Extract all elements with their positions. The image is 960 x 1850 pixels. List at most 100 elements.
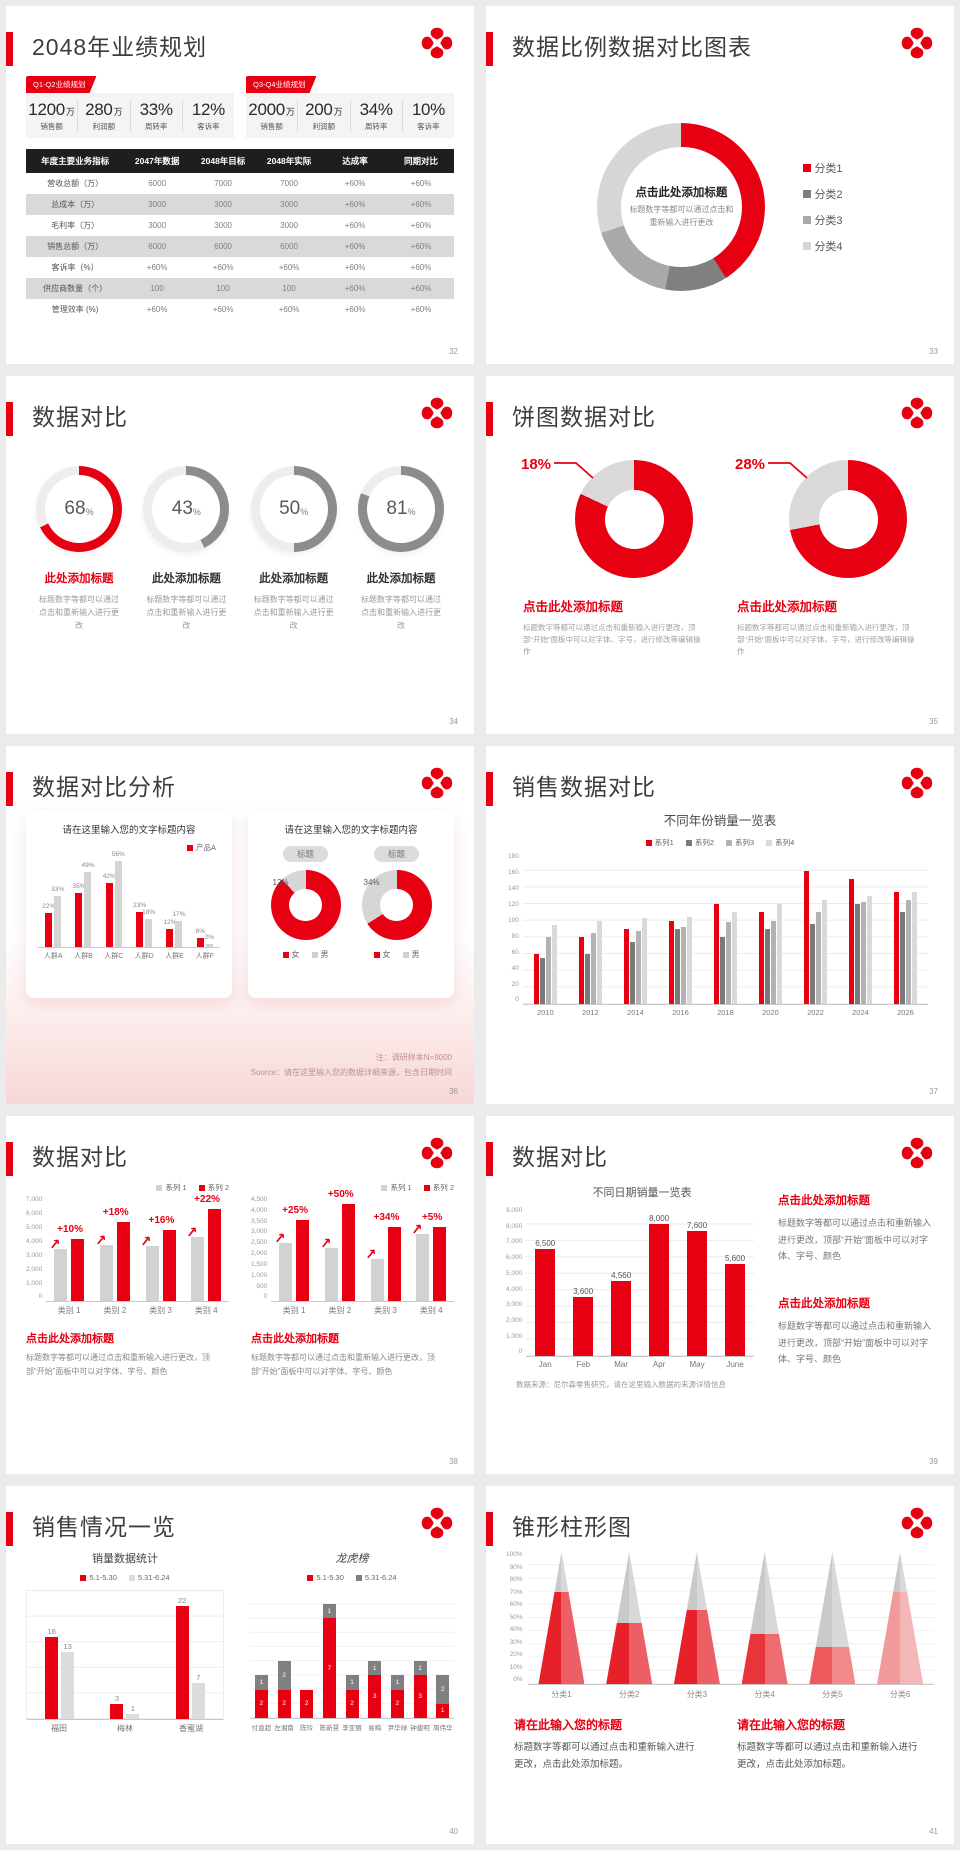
page-number: 32 — [449, 347, 458, 356]
slide-40[interactable]: 销售情况一览 销量数据统计 5.1-5.30 5.31-6.24 16 13 3 1 22 7 福… — [6, 1486, 474, 1844]
slide-39[interactable]: 数据对比 不同日期销量一览表 9,000 8,000 7,000 6,000 5,000 4… — [486, 1116, 954, 1474]
y-tick-label: 40 — [511, 964, 519, 972]
slide-38-content: 系列 1 系列 2 7,000 6,000 5,000 4,000 3,000 2,000 1,… — [26, 1178, 454, 1456]
legend-swatch-icon — [186, 844, 193, 851]
bar-label: 7 — [196, 1673, 201, 1683]
gender-donut-unit: 34% 女男 — [361, 870, 432, 960]
stat-number: 10% — [411, 100, 445, 119]
bar-group: +5% ↗ — [408, 1197, 454, 1301]
y-tick-label: 1,500 — [251, 1260, 268, 1268]
slide-33[interactable]: 数据比例数据对比图表 点击此处添加标题 标题数字等都可以通过点击和重新输入进行更改… — [486, 6, 954, 364]
chart-title: 不同年份销量一览表 — [663, 814, 777, 828]
chart-legend: 5.1-5.30 5.31-6.24 — [26, 1573, 224, 1582]
title-accent-bar — [486, 402, 493, 436]
bar-group: 8,000 — [640, 1208, 678, 1356]
stacked-bar: 2 — [300, 1590, 314, 1718]
x-tick-label: 李亚丽 — [342, 1725, 362, 1732]
table-cell: 营收总额（万） — [47, 179, 104, 188]
x-tick-label: 陈新慧 — [319, 1725, 340, 1732]
bar — [765, 929, 770, 1004]
x-tick-label: 类别 4 — [419, 1306, 443, 1315]
table-cell: +60% — [278, 305, 300, 314]
table-cell: 100 — [124, 278, 191, 299]
bar — [912, 891, 917, 1004]
cone-wrap — [606, 1552, 653, 1684]
x-axis: 付直超 左湘南 陈玲 陈新慧 李亚丽 易梅 尹华绿 钟建明 周伟华 — [250, 1722, 454, 1732]
legend-item: 女 — [373, 949, 391, 960]
pie-wrap: 28% — [735, 456, 907, 578]
gauge-percent-sign: % — [192, 506, 201, 517]
gauge-item: 81% 此处添加标题 标题数字等都可以通过点击和重新输入进行更改 — [350, 466, 452, 633]
bar-group — [748, 854, 793, 1004]
bar — [546, 937, 551, 1004]
text-block: 点击此处添加标题 标题数字等都可以通过点击和重新输入进行更改，顶部“开始”面板中可… — [778, 1192, 934, 1265]
bar-segment: 2 — [390, 1689, 404, 1718]
slide-32[interactable]: 2048年业绩规划 Q1-Q2业绩规划 1200万 销售额 280万 利润额 33% 周转率… — [6, 6, 474, 364]
bar: 23% — [133, 902, 146, 947]
slide-37[interactable]: 销售数据对比 不同年份销量一览表 系列1 系列2 系列3 系列4 180 160 140 120… — [486, 746, 954, 1104]
bar-group: 23% 18% — [129, 855, 159, 947]
page-number: 39 — [929, 1457, 938, 1466]
table-cell: +60% — [410, 263, 432, 272]
slide-34-content: 68% 此处添加标题 标题数字等都可以通过点击和重新输入进行更改 43% 此处添加标题标… — [26, 438, 454, 716]
legend-label: 女 — [382, 950, 391, 959]
donut-hole — [620, 146, 742, 268]
x-tick-label: 付直超 — [251, 1725, 272, 1732]
slide-35[interactable]: 饼图数据对比 18% 点击此处添加标题 标题数字等都可以通过点击和重新输入进行更改，… — [486, 376, 954, 734]
stat-group: Q1-Q2业绩规划 1200万 销售额 280万 利润额 33% 周转率 12% 客诉率 — [26, 74, 234, 138]
bar-label: 6% — [195, 927, 205, 935]
bar-label: 12% — [163, 918, 177, 926]
table-cell: +60% — [322, 236, 389, 257]
segment-label: 1 — [372, 1664, 377, 1672]
plot-column: 6,500 3,600 4,560 8,000 7,600 5,600 Jan Feb Mar A… — [526, 1208, 754, 1369]
table-cell: 客诉率（%） — [51, 263, 99, 272]
page-number: 41 — [929, 1827, 938, 1836]
bar — [849, 879, 854, 1004]
stat-unit: 万 — [285, 107, 295, 117]
y-tick-label: 160 — [508, 868, 519, 876]
slide-34[interactable]: 数据对比 68% 此处添加标题 标题数字等都可以通过点击和重新输入进行更改 43% 此处… — [6, 376, 474, 734]
slide-41[interactable]: 锥形柱形图 100% 90% 80% 70% 60% 50% 40% 30% 20% 10% 0% 分… — [486, 1486, 954, 1844]
x-tick-label: 类别 2 — [328, 1306, 352, 1315]
y-tick-label: 120 — [508, 900, 519, 908]
bar — [341, 1203, 355, 1301]
cone-wrap — [877, 1552, 924, 1684]
slide-36[interactable]: 数据对比分析 请在这里输入您的文字标题内容 产品A 22% 33% 35% 49% 42% 5… — [6, 746, 474, 1104]
y-axis: 4,500 4,000 3,500 3,000 2,500 2,000 1,500 1,000… — [251, 1196, 271, 1301]
bar: 1 — [126, 1704, 140, 1719]
gauge-ring: 68% — [36, 466, 122, 552]
table-cell: +60% — [388, 278, 454, 299]
y-tick-label: 50% — [509, 1613, 523, 1621]
pie-desc: 标题数字等都可以通过点击和重新输入进行更改，顶部“开始”面板中可以对字体、字号，… — [523, 623, 701, 656]
cone — [538, 1552, 585, 1684]
gauge-title: 此处添加标题 — [151, 573, 221, 585]
legend-swatch-icon — [373, 951, 380, 958]
text-column: 点击此处添加标题 标题数字等都可以通过点击和重新输入进行更改，顶部“开始”面板中可… — [754, 1178, 934, 1456]
gauge-desc: 标题数字等都可以通过点击和重新输入进行更改 — [360, 595, 441, 631]
bar: 3,600 — [573, 1287, 593, 1356]
growth-label: +50% — [327, 1188, 354, 1200]
block-desc: 标题数字等都可以通过点击和重新输入进行更改，顶部“开始”面板中可以对字体、字号、… — [778, 1320, 932, 1365]
plot-area: +10% ↗ +18% ↗ +16% ↗ +22% ↗ — [46, 1194, 229, 1302]
bar-segment: 2 — [345, 1689, 359, 1718]
bar: 17% — [172, 911, 185, 947]
segment-label: 1 — [259, 1678, 264, 1686]
bar — [759, 912, 764, 1004]
bar-segment: 2 — [277, 1689, 291, 1718]
page-number: 36 — [449, 1087, 458, 1096]
cone-facet — [606, 1552, 653, 1684]
bar-label: 23% — [133, 901, 147, 909]
pill-badge: 标题 — [373, 846, 419, 862]
bar: 8,000 — [649, 1214, 669, 1356]
table-body: 营收总额（万） 6000 7000 7000 +60% +60% 总成本（万） 3000 300… — [26, 173, 454, 320]
table-cell: 3000 — [256, 194, 323, 215]
y-tick-label: 0 — [515, 996, 519, 1004]
donut-card: 请在这里输入您的文字标题内容 标题 标题 12% 女男 34% 女男 — [248, 810, 454, 998]
legend-label: 5.31-6.24 — [364, 1573, 397, 1582]
x-axis: Jan Feb Mar Apr May June — [526, 1360, 754, 1369]
slide-38[interactable]: 数据对比 系列 1 系列 2 7,000 6,000 5,000 4,000 3,000 2,… — [6, 1116, 474, 1474]
y-tick-label: 6,000 — [506, 1254, 523, 1262]
